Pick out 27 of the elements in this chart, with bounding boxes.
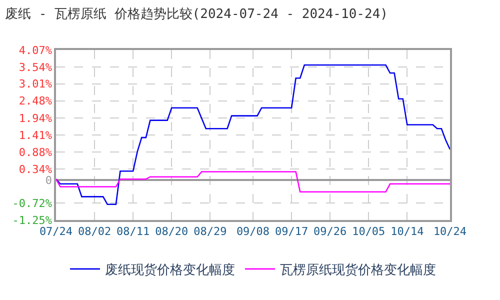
y-tick-label: 4.07% — [18, 44, 52, 57]
y-tick-label: 0.34% — [18, 163, 52, 176]
line-series — [56, 171, 450, 193]
y-tick-label: 3.01% — [18, 78, 52, 91]
x-tick-label: 09/17 — [274, 224, 308, 238]
y-tick-label: -1.25% — [12, 214, 52, 227]
x-tick-label: 08/20 — [155, 224, 188, 238]
x-tick-label: 10/05 — [352, 224, 386, 238]
y-tick-label: 0.88% — [18, 146, 52, 159]
line-series — [56, 64, 450, 205]
y-tick-label: 1.41% — [18, 128, 52, 142]
x-tick-label: 08/11 — [116, 224, 150, 238]
x-tick-label: 07/24 — [39, 224, 73, 238]
legend-label: 瓦楞原纸现货价格变化幅度 — [280, 262, 436, 278]
x-tick-label: 10/24 — [433, 224, 467, 238]
chart-title: 废纸 - 瓦楞原纸 价格趋势比较(2024-07-24 - 2024-10-24) — [5, 7, 388, 22]
x-tick-label: 09/08 — [236, 224, 270, 238]
x-tick-label: 09/26 — [314, 224, 347, 238]
y-tick-label: 3.54% — [18, 60, 52, 74]
legend-label: 废纸现货价格变化幅度 — [105, 262, 235, 278]
x-tick-label: 08/29 — [194, 224, 227, 238]
y-tick-label: 1.94% — [18, 112, 52, 125]
y-tick-label: 2.48% — [18, 94, 52, 108]
x-tick-label: 10/14 — [390, 224, 424, 238]
y-tick-label: 0 — [45, 174, 52, 187]
x-tick-label: 08/02 — [78, 224, 112, 238]
y-tick-label: -0.72% — [12, 196, 52, 210]
